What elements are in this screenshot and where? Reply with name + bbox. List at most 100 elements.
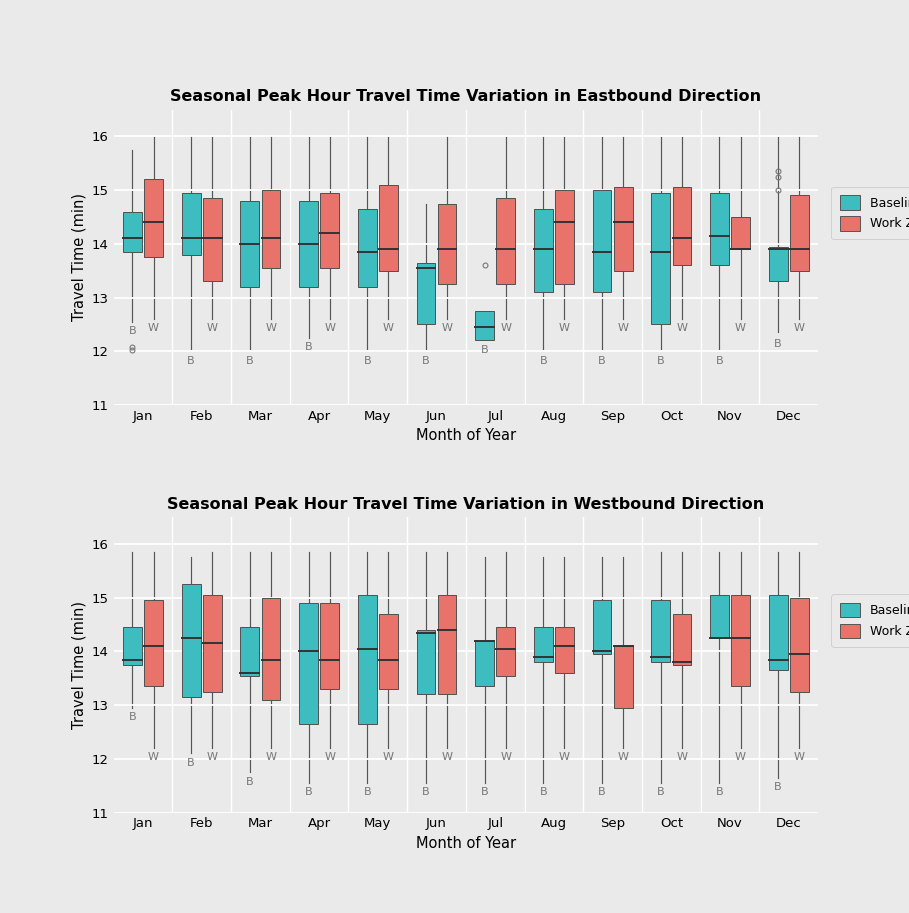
Text: B: B [364, 355, 371, 365]
Bar [614, 187, 633, 270]
Bar [240, 201, 259, 287]
Bar [555, 627, 574, 673]
Bar [320, 603, 339, 689]
Text: W: W [265, 752, 276, 762]
Text: B: B [364, 787, 371, 797]
Y-axis label: Travel Time (min): Travel Time (min) [71, 194, 86, 321]
Bar [652, 601, 670, 662]
Bar [203, 595, 222, 692]
Bar [262, 190, 280, 268]
Bar [145, 601, 163, 687]
Title: Seasonal Peak Hour Travel Time Variation in Eastbound Direction: Seasonal Peak Hour Travel Time Variation… [170, 89, 762, 104]
Bar [769, 595, 787, 670]
Text: B: B [128, 326, 136, 336]
Bar [358, 595, 376, 724]
Text: W: W [735, 752, 746, 762]
Text: W: W [500, 752, 511, 762]
Bar [358, 209, 376, 287]
Bar [299, 603, 318, 724]
Text: B: B [774, 340, 782, 350]
Text: B: B [305, 342, 313, 352]
Bar [652, 193, 670, 324]
Y-axis label: Travel Time (min): Travel Time (min) [71, 601, 86, 729]
Text: W: W [383, 752, 394, 762]
Title: Seasonal Peak Hour Travel Time Variation in Westbound Direction: Seasonal Peak Hour Travel Time Variation… [167, 497, 764, 512]
Text: W: W [206, 323, 218, 333]
Text: B: B [422, 787, 430, 797]
Bar [496, 627, 515, 676]
Bar [123, 627, 142, 665]
Bar [203, 198, 222, 281]
Text: B: B [540, 787, 547, 797]
Text: W: W [206, 752, 218, 762]
Bar [790, 598, 809, 692]
Bar [475, 311, 494, 341]
Bar [614, 646, 633, 708]
Bar [534, 627, 553, 662]
Text: B: B [422, 355, 430, 365]
Bar [475, 641, 494, 687]
Text: W: W [325, 323, 335, 333]
Text: W: W [442, 752, 453, 762]
Bar [320, 193, 339, 268]
Legend: Baseline, Work Zone: Baseline, Work Zone [832, 594, 909, 647]
Bar [496, 198, 515, 284]
Text: B: B [774, 782, 782, 792]
X-axis label: Month of Year: Month of Year [415, 428, 516, 444]
Bar [731, 595, 750, 687]
Bar [262, 598, 280, 699]
Text: B: B [598, 355, 606, 365]
Text: W: W [148, 752, 159, 762]
Bar [240, 627, 259, 676]
Bar [379, 184, 398, 270]
Bar [769, 247, 787, 281]
Bar [182, 584, 201, 698]
Text: W: W [442, 323, 453, 333]
Text: W: W [500, 323, 511, 333]
Bar [555, 190, 574, 284]
Bar [299, 201, 318, 287]
Text: B: B [657, 355, 664, 365]
Text: B: B [187, 758, 195, 768]
Text: W: W [794, 752, 804, 762]
Text: B: B [657, 787, 664, 797]
Text: B: B [715, 355, 724, 365]
X-axis label: Month of Year: Month of Year [415, 836, 516, 851]
Bar [437, 204, 456, 284]
Text: B: B [246, 355, 254, 365]
Bar [593, 190, 612, 292]
Text: B: B [187, 355, 195, 365]
Text: B: B [305, 787, 313, 797]
Bar [123, 212, 142, 252]
Bar [790, 195, 809, 270]
Text: B: B [128, 712, 136, 722]
Text: W: W [618, 752, 629, 762]
Text: W: W [148, 323, 159, 333]
Text: W: W [676, 752, 687, 762]
Bar [710, 595, 729, 638]
Bar [593, 601, 612, 654]
Text: B: B [715, 787, 724, 797]
Bar [673, 187, 691, 266]
Bar [182, 193, 201, 255]
Text: W: W [559, 323, 570, 333]
Bar [379, 614, 398, 689]
Text: W: W [676, 323, 687, 333]
Text: B: B [540, 355, 547, 365]
Bar [731, 217, 750, 249]
Text: W: W [265, 323, 276, 333]
Legend: Baseline (B), Work Zone (W): Baseline (B), Work Zone (W) [832, 186, 909, 239]
Bar [673, 614, 691, 665]
Bar [416, 263, 435, 324]
Bar [416, 630, 435, 695]
Text: W: W [559, 752, 570, 762]
Bar [534, 209, 553, 292]
Text: W: W [383, 323, 394, 333]
Text: B: B [481, 345, 488, 355]
Bar [710, 193, 729, 266]
Text: W: W [794, 323, 804, 333]
Text: W: W [618, 323, 629, 333]
Bar [145, 179, 163, 257]
Text: B: B [481, 787, 488, 797]
Text: B: B [246, 777, 254, 787]
